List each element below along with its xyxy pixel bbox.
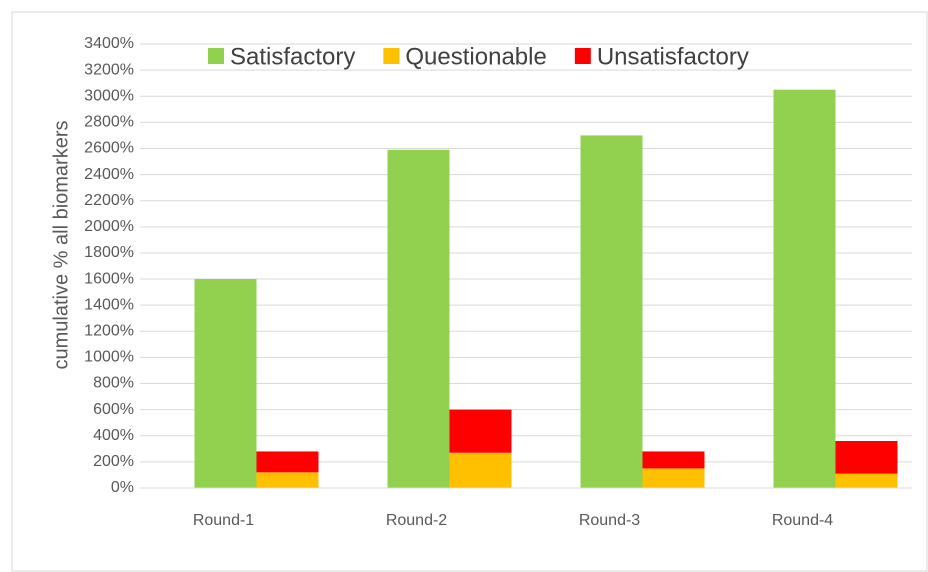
bar-segment — [835, 440, 898, 474]
y-tick-label: 200% — [93, 453, 134, 470]
y-tick-label: 3200% — [84, 61, 134, 78]
legend-swatch — [574, 48, 591, 64]
y-tick-label: 1200% — [84, 323, 134, 340]
bar-segment — [449, 409, 512, 453]
y-tick-label: 2400% — [84, 166, 134, 183]
y-tick-label: 2600% — [84, 140, 134, 157]
legend: Satisfactory Questionable Unsatisfactory — [208, 43, 749, 70]
y-tick-label: 0% — [111, 479, 134, 496]
bar-segment — [256, 472, 319, 488]
y-tick-label: 2800% — [84, 114, 134, 131]
bar-segment — [835, 473, 898, 488]
y-tick-label: 1400% — [84, 296, 134, 313]
y-tick-label: 1800% — [84, 244, 134, 261]
chart-frame — [11, 11, 928, 572]
y-tick-label: 800% — [93, 375, 134, 392]
y-tick-label: 1000% — [84, 349, 134, 366]
x-tick-label: Round-4 — [772, 512, 833, 529]
legend-label: Satisfactory — [230, 43, 355, 70]
x-tick-label: Round-2 — [386, 512, 447, 529]
bar-segment — [256, 451, 319, 473]
bar — [580, 135, 643, 489]
y-tick-label: 2000% — [84, 218, 134, 235]
y-tick-label: 2200% — [84, 192, 134, 209]
legend-swatch — [208, 48, 224, 64]
y-tick-label: 3400% — [84, 35, 134, 52]
legend-swatch — [383, 48, 400, 64]
y-tick-label: 1600% — [84, 270, 134, 287]
bar — [773, 89, 836, 489]
bar — [194, 279, 257, 488]
y-tick-label: 600% — [93, 401, 134, 418]
legend-label: Unsatisfactory — [597, 43, 749, 70]
y-tick-label: 3000% — [84, 87, 134, 104]
bar-segment — [642, 451, 705, 469]
legend-label: Questionable — [405, 43, 546, 70]
y-tick-label: 400% — [93, 427, 134, 444]
bar-segment — [449, 452, 512, 488]
bar-segment — [642, 468, 705, 488]
bar — [387, 149, 450, 488]
y-axis-title: cumulative % all biomarkers — [50, 121, 72, 370]
x-tick-label: Round-3 — [579, 512, 640, 529]
x-tick-label: Round-1 — [193, 512, 254, 529]
